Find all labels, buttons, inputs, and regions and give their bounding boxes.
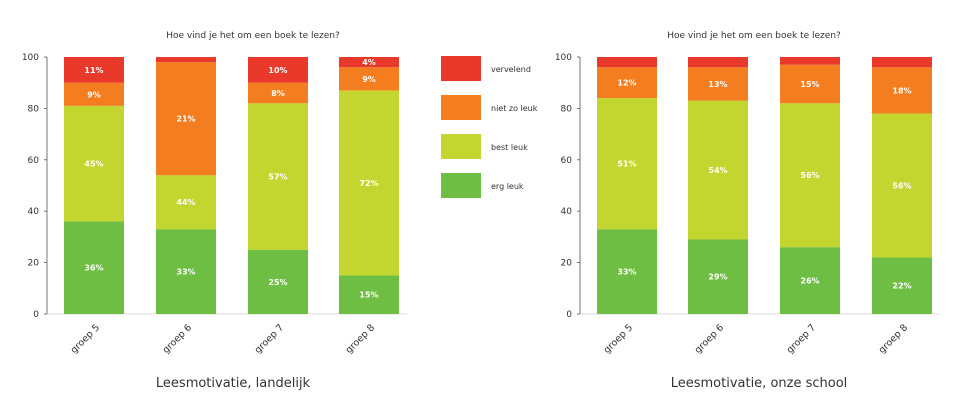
y-tick-label: 40: [561, 207, 573, 217]
bar-segment-erg-leuk: [597, 229, 657, 314]
x-tick-label: groep 6: [161, 322, 195, 356]
legend-label: best leuk: [491, 143, 528, 152]
x-tick-label: groep 8: [344, 322, 378, 356]
bar-segment-erg-leuk: [156, 229, 216, 314]
bar-segment-erg-leuk: [339, 275, 399, 314]
bar-segment-best-leuk: [64, 105, 124, 222]
bar-segment-vervelend: [872, 57, 932, 68]
chart-title: Hoe vind je het om een boek te lezen?: [166, 31, 340, 41]
bar-segment-niet-zo-leuk: [248, 82, 308, 104]
bar-segment-best-leuk: [156, 175, 216, 230]
data-label: 26%: [800, 277, 819, 286]
data-label: 72%: [359, 179, 378, 188]
bar-segment-best-leuk: [780, 103, 840, 248]
x-tick-label: groep 7: [785, 322, 819, 356]
data-label: 13%: [708, 80, 727, 89]
bar-segment-erg-leuk: [688, 239, 748, 314]
bar-segment-best-leuk: [872, 113, 932, 258]
y-tick-label: 60: [561, 156, 573, 166]
data-label: 15%: [359, 291, 378, 300]
data-label: 12%: [617, 79, 636, 88]
bar-segment-best-leuk: [248, 103, 308, 250]
chart-title: Hoe vind je het om een boek te lezen?: [667, 31, 841, 41]
x-tick-label: groep 5: [69, 322, 103, 356]
bar-segment-vervelend: [780, 57, 840, 65]
bar-segment-erg-leuk: [64, 221, 124, 314]
data-label: 36%: [84, 264, 103, 273]
data-label: 33%: [176, 268, 195, 277]
bar-segment-vervelend: [248, 57, 308, 83]
legend-swatch-vervelend: [441, 56, 481, 81]
y-tick-label: 60: [28, 156, 40, 166]
data-label: 54%: [708, 166, 727, 175]
bar-segment-best-leuk: [339, 90, 399, 276]
legend-label: vervelend: [491, 65, 531, 74]
bar-segment-vervelend: [156, 57, 216, 63]
data-label: 15%: [800, 80, 819, 89]
y-tick-label: 20: [28, 259, 40, 269]
y-tick-label: 40: [28, 207, 40, 217]
data-label: 33%: [617, 268, 636, 277]
data-label: 9%: [362, 75, 376, 84]
data-label: 11%: [84, 66, 103, 75]
legend-label: niet zo leuk: [491, 104, 538, 113]
bar-segment-niet-zo-leuk: [780, 64, 840, 104]
data-label: 25%: [268, 278, 287, 287]
y-tick-label: 0: [566, 310, 572, 320]
data-label: 9%: [87, 90, 101, 99]
bar-segment-erg-leuk: [248, 249, 308, 314]
bar-segment-vervelend: [688, 57, 748, 68]
bar-segment-vervelend: [339, 57, 399, 68]
data-label: 4%: [362, 58, 376, 67]
y-tick-label: 100: [555, 53, 572, 63]
bar-segment-vervelend: [64, 57, 124, 83]
data-label: 44%: [176, 198, 195, 207]
chart-caption: Leesmotivatie, landelijk: [156, 376, 311, 391]
bar-segment-best-leuk: [688, 100, 748, 240]
legend-swatch-best-leuk: [441, 134, 481, 159]
legend-label: erg leuk: [491, 182, 524, 191]
y-tick-label: 80: [28, 104, 40, 114]
bar-segment-best-leuk: [597, 98, 657, 230]
x-tick-label: groep 7: [253, 322, 287, 356]
x-tick-label: groep 6: [693, 322, 727, 356]
legend-swatch-niet-zo-leuk: [441, 95, 481, 120]
x-tick-label: groep 5: [602, 322, 636, 356]
bar-segment-niet-zo-leuk: [597, 67, 657, 99]
bar-segment-niet-zo-leuk: [156, 62, 216, 176]
bar-segment-niet-zo-leuk: [872, 67, 932, 114]
chart-onze-school: Hoe vind je het om een boek te lezen? 0 20…: [555, 31, 940, 391]
y-tick-label: 100: [22, 53, 39, 63]
data-label: 57%: [268, 173, 287, 182]
bar-segment-vervelend: [597, 57, 657, 68]
chart-caption: Leesmotivatie, onze school: [671, 376, 848, 391]
bar-segment-erg-leuk: [872, 257, 932, 314]
bar-segment-erg-leuk: [780, 247, 840, 314]
y-tick-label: 80: [561, 104, 573, 114]
data-label: 56%: [800, 171, 819, 180]
chart-landelijk: Hoe vind je het om een boek te lezen? 0 20…: [22, 31, 407, 391]
y-tick-label: 20: [561, 259, 573, 269]
x-tick-label: groep 8: [877, 322, 911, 356]
data-label: 22%: [892, 282, 911, 291]
bar-segment-niet-zo-leuk: [339, 67, 399, 91]
data-label: 51%: [617, 160, 636, 169]
bar-segment-niet-zo-leuk: [688, 67, 748, 101]
data-label: 8%: [271, 89, 285, 98]
data-label: 18%: [892, 86, 911, 95]
data-label: 45%: [84, 160, 103, 169]
y-tick-label: 0: [33, 310, 39, 320]
legend: vervelend niet zo leuk best leuk erg leuk: [441, 56, 538, 198]
legend-swatch-erg-leuk: [441, 173, 481, 198]
data-label: 29%: [708, 273, 727, 282]
data-label: 10%: [268, 66, 287, 75]
data-label: 56%: [892, 182, 911, 191]
data-label: 21%: [176, 115, 195, 124]
bar-segment-niet-zo-leuk: [64, 82, 124, 106]
